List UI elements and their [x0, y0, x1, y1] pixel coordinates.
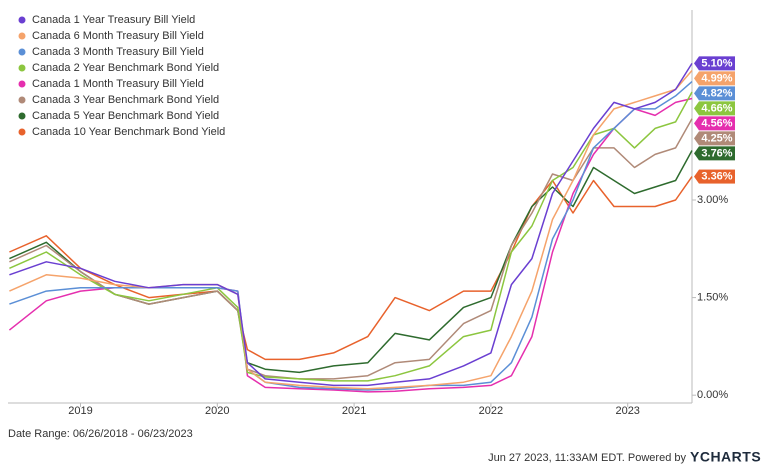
x-tick-label: 2021: [342, 405, 366, 417]
y-tick-label: 0.00%: [697, 389, 728, 401]
legend: Canada 1 Year Treasury Bill Yield Canada …: [12, 11, 225, 141]
value-label-pointer: [694, 101, 699, 116]
value-label: 4.66%: [701, 102, 732, 114]
legend-label: Canada 3 Month Treasury Bill Yield: [32, 46, 204, 58]
value-label: 4.82%: [701, 87, 732, 99]
value-label-pointer: [694, 116, 699, 131]
legend-box: [12, 11, 210, 141]
legend-label: Canada 6 Month Treasury Bill Yield: [32, 30, 204, 42]
series-line: [9, 176, 693, 361]
legend-marker: [18, 64, 26, 72]
legend-label: Canada 2 Year Benchmark Bond Yield: [32, 62, 219, 74]
value-label-box: [699, 116, 735, 131]
legend-label: Canada 5 Year Benchmark Bond Yield: [32, 110, 219, 122]
legend-marker: [18, 32, 26, 40]
value-label-pointer: [694, 131, 699, 146]
series-line: [9, 81, 693, 391]
value-label-box: [699, 71, 735, 86]
value-label-pointer: [694, 71, 699, 86]
value-label-pointer: [694, 146, 699, 161]
value-label: 3.76%: [701, 147, 732, 159]
legend-marker: [18, 112, 26, 120]
x-tick-label: 2022: [479, 405, 503, 417]
legend-label: Canada 1 Year Treasury Bill Yield: [32, 14, 195, 26]
value-label-box: [699, 86, 735, 101]
timestamp: Jun 27 2023, 11:33AM EDT. Powered by: [488, 452, 686, 464]
x-tick-label: 2023: [615, 405, 639, 417]
value-label-pointer: [694, 56, 699, 71]
value-label: 3.36%: [701, 170, 732, 182]
series-line: [9, 91, 693, 382]
value-label-box: [699, 101, 735, 116]
value-label: 4.25%: [701, 132, 732, 144]
value-label-box: [699, 169, 735, 184]
series-line: [9, 62, 693, 387]
brand-logo: YCHARTS: [690, 449, 761, 465]
value-label-pointer: [694, 169, 699, 184]
legend-label: Canada 10 Year Benchmark Bond Yield: [32, 126, 225, 138]
value-label: 4.56%: [701, 117, 732, 129]
y-tick-label: 1.50%: [697, 291, 728, 303]
value-label: 4.99%: [701, 72, 732, 84]
value-label: 5.10%: [701, 57, 732, 69]
series-line: [9, 118, 693, 380]
legend-marker: [18, 128, 26, 136]
legend-label: Canada 3 Year Benchmark Bond Yield: [32, 94, 219, 106]
legend-marker: [18, 96, 26, 104]
y-tick-label: 3.00%: [697, 194, 728, 206]
legend-marker: [18, 48, 26, 56]
series-line: [9, 150, 693, 374]
x-tick-label: 2020: [205, 405, 229, 417]
legend-marker: [18, 80, 26, 88]
value-label-box: [699, 131, 735, 146]
legend-label: Canada 1 Month Treasury Bill Yield: [32, 78, 204, 90]
value-label-pointer: [694, 86, 699, 101]
date-range: Date Range: 06/26/2018 - 06/23/2023: [8, 428, 193, 440]
x-tick-label: 2019: [68, 405, 92, 417]
value-label-box: [699, 56, 735, 71]
legend-marker: [18, 16, 26, 24]
value-label-box: [699, 146, 735, 161]
